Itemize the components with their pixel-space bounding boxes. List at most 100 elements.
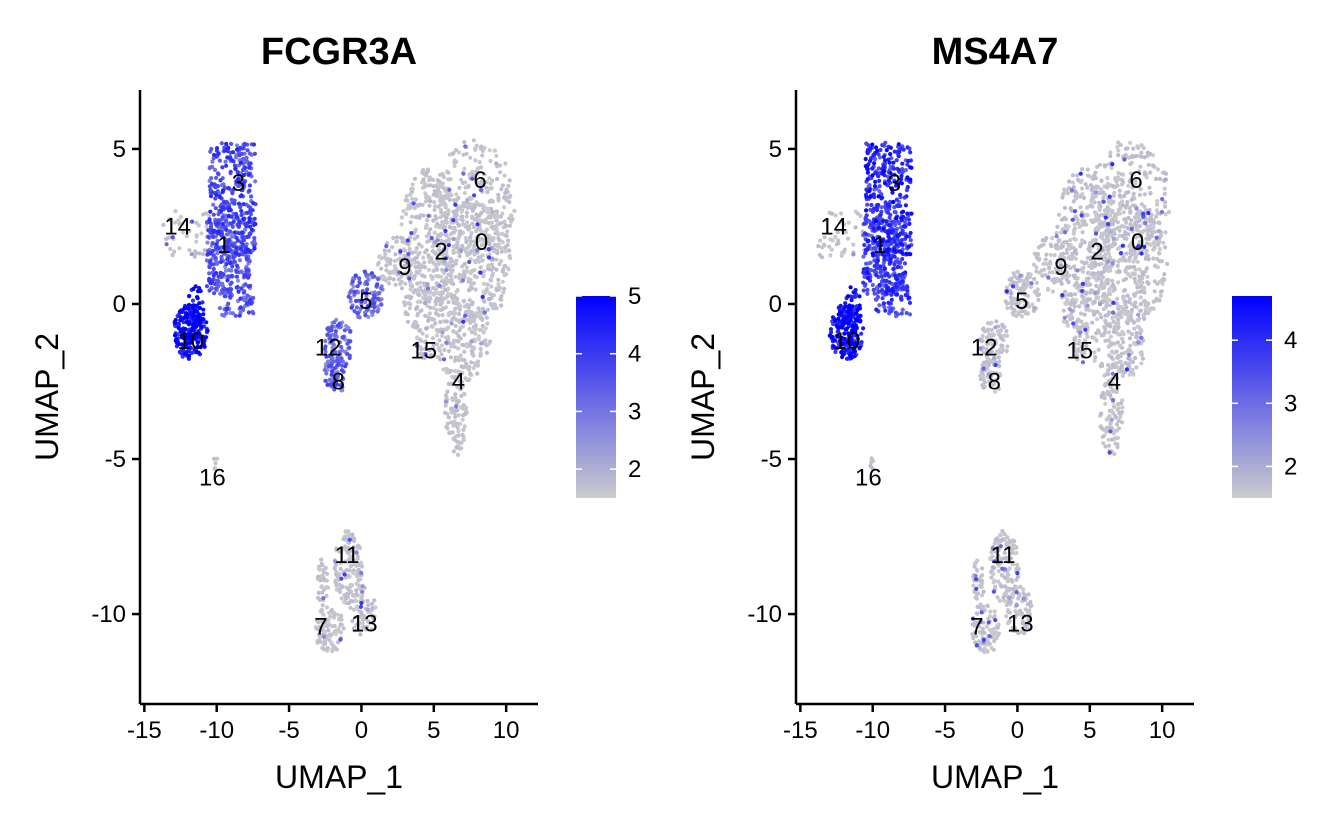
cell-point (446, 381, 451, 386)
cell-point (502, 263, 507, 268)
y-ticks: -10-505 (91, 136, 140, 628)
cell-point (503, 245, 508, 250)
cell-point (449, 407, 454, 412)
cell-point (454, 439, 460, 444)
cell-point (215, 278, 220, 283)
cell-point (1121, 210, 1126, 215)
cell-point (1080, 186, 1085, 191)
cell-point (457, 311, 462, 317)
cell-point (218, 259, 224, 264)
cell-point (1111, 288, 1116, 293)
cell-point (164, 242, 169, 247)
cell-point (1146, 301, 1151, 306)
cell-point (456, 150, 461, 155)
cell-point (1133, 267, 1138, 272)
cell-point (435, 242, 440, 247)
cell-point (315, 595, 321, 600)
cell-point (421, 255, 426, 260)
cell-point (900, 307, 905, 312)
cell-point (487, 215, 492, 220)
cluster-label-14: 14 (164, 213, 191, 240)
cell-point (482, 145, 487, 151)
cell-point (1070, 180, 1076, 185)
cell-point (467, 365, 472, 370)
cell-point (1126, 362, 1131, 367)
cell-point (980, 383, 985, 388)
cell-point (1123, 217, 1128, 222)
cell-point (401, 247, 406, 252)
cell-point (220, 165, 225, 170)
cell-point (496, 277, 501, 282)
cell-point (421, 185, 426, 190)
cell-point (1161, 240, 1166, 245)
cell-point (484, 315, 489, 320)
cell-point (1115, 144, 1120, 150)
cell-point (1029, 284, 1034, 289)
cell-point (1080, 167, 1085, 172)
cell-point (426, 267, 432, 272)
cell-point (477, 312, 482, 317)
cell-point (1092, 218, 1097, 224)
cell-point (345, 533, 350, 538)
cell-point (1127, 348, 1132, 353)
cell-point (410, 196, 415, 201)
cell-point (435, 178, 440, 183)
cell-point (1116, 280, 1121, 285)
cell-point (991, 571, 996, 577)
cell-point (194, 239, 199, 244)
cell-point (347, 345, 352, 350)
cell-point (241, 202, 246, 207)
cell-point (225, 155, 230, 160)
cell-point (1130, 154, 1135, 160)
cell-point (487, 186, 492, 191)
cell-point (487, 239, 492, 244)
cell-point (375, 282, 380, 287)
cell-point (440, 330, 445, 335)
cell-point (836, 241, 841, 246)
cell-point (477, 160, 482, 165)
cell-point (350, 279, 355, 284)
cell-point (877, 303, 882, 308)
cell-point (208, 194, 214, 199)
cell-point (369, 601, 375, 607)
cell-point (1009, 291, 1014, 296)
cell-point (456, 346, 461, 351)
cell-point (320, 590, 325, 595)
cell-point (989, 320, 994, 325)
cell-point (473, 326, 478, 331)
cell-point (431, 342, 436, 347)
cell-point (462, 349, 467, 354)
cell-point (1043, 257, 1048, 262)
cell-point (482, 219, 487, 224)
cell-point (478, 270, 483, 275)
cell-point (1056, 212, 1062, 217)
cell-point (500, 183, 505, 188)
cell-point (1112, 190, 1117, 195)
cell-point (196, 289, 201, 294)
cell-point (495, 251, 500, 256)
cell-point (443, 228, 448, 234)
cell-point (1080, 294, 1085, 299)
cell-point (469, 339, 474, 344)
cell-point (1120, 233, 1125, 238)
cell-point (1120, 405, 1125, 410)
cell-point (335, 577, 340, 582)
cell-point (451, 329, 456, 334)
cell-point (474, 200, 479, 205)
cell-point (485, 282, 490, 287)
cell-point (467, 298, 472, 303)
cell-point (460, 384, 465, 389)
cell-point (1123, 258, 1128, 263)
cell-point (399, 286, 405, 291)
cell-point (994, 630, 999, 635)
cell-point (1137, 218, 1142, 224)
cell-point (975, 591, 981, 596)
cell-point (1057, 238, 1062, 243)
cell-point (460, 203, 466, 208)
cell-point (851, 252, 856, 257)
cell-point (1054, 234, 1059, 239)
cell-point (405, 319, 411, 324)
cell-point (420, 273, 425, 278)
cell-point (414, 269, 419, 275)
cell-point (435, 267, 440, 272)
